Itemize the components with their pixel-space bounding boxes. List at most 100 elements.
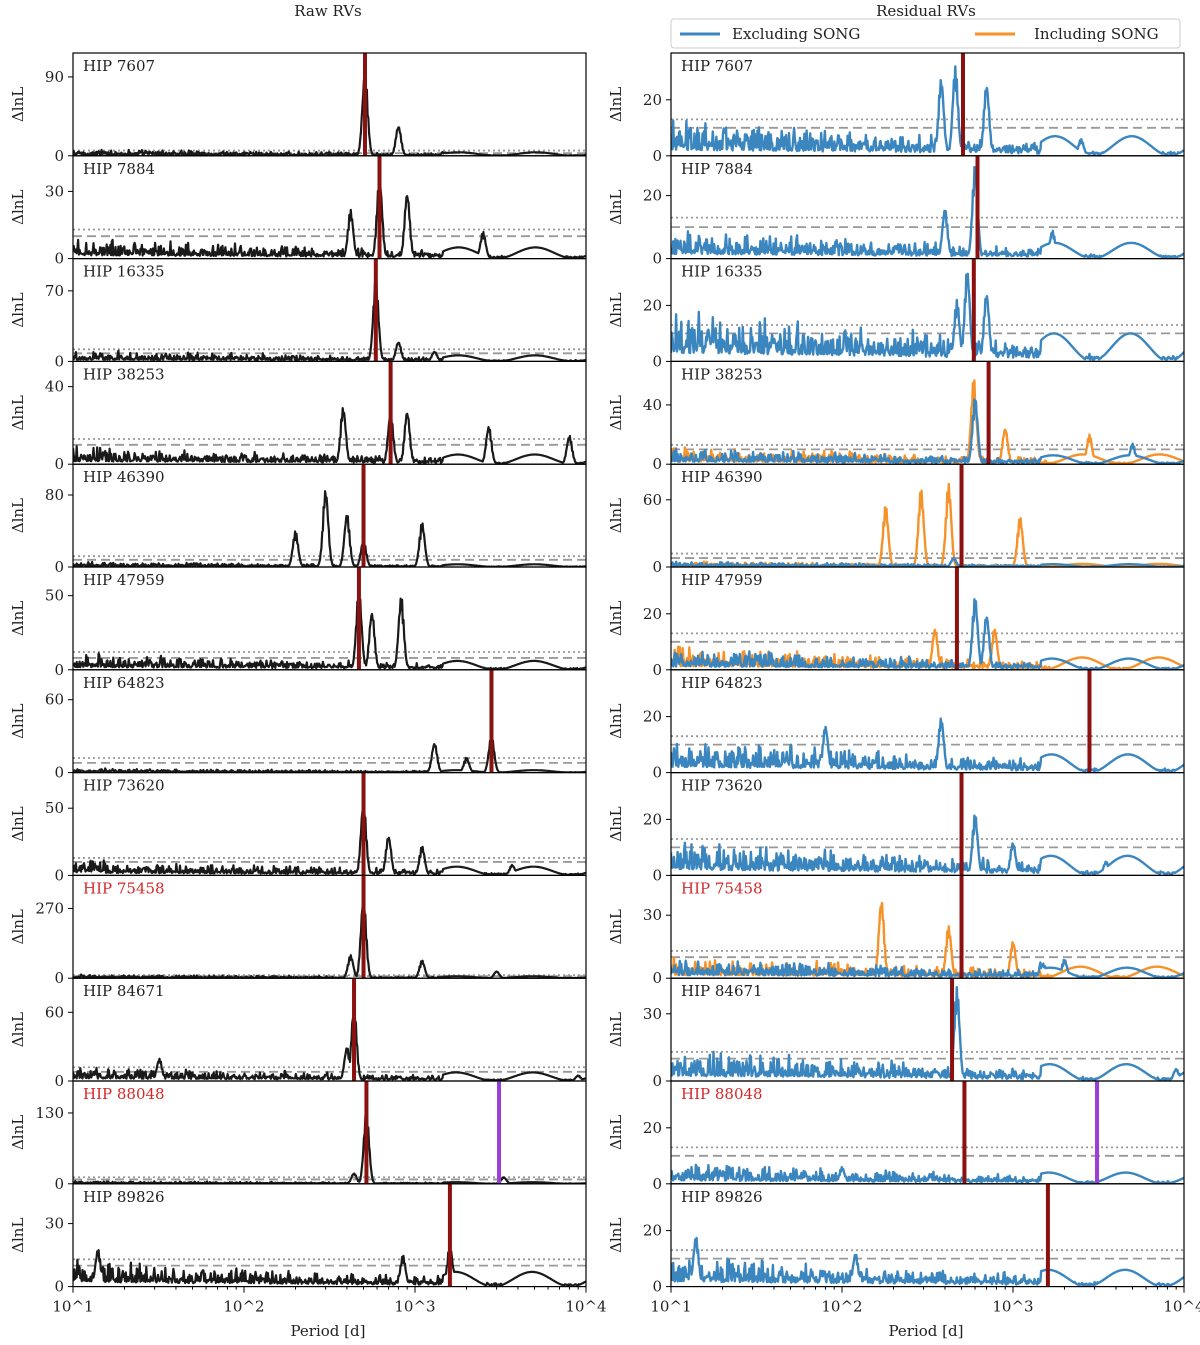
star-name-label: HIP 7607 [83,57,155,75]
y-tick-label: 20 [643,1119,662,1137]
star-name-label: HIP 7884 [681,160,753,178]
y-tick-label: 20 [643,1222,662,1240]
x-tick-label: 10^2 [223,1298,264,1316]
y-tick-label: 270 [35,899,64,917]
panel-plot-area [73,1183,586,1287]
raw-rv-periodogram-line [73,178,586,259]
star-name-label: HIP 16335 [83,263,165,281]
panel-residual-hip-7884: 0 20 ΔlnL HIP 7884 [607,155,1185,268]
x-tick-label: 10^4 [1163,1298,1200,1316]
panel-residual-hip-75458: 0 30 ΔlnL HIP 75458 [607,874,1185,987]
panel-frame [670,1183,1185,1288]
raw-rvs-title: Raw RVs [294,2,361,20]
panel-plot-area [73,155,586,259]
y-tick-label: 0 [54,250,64,268]
panel-plot-area [671,772,1184,876]
raw-rv-periodogram-line [73,1110,586,1184]
panel-raw-hip-84671: 0 60 ΔlnL HIP 84671 [9,977,587,1090]
y-tick-label: 0 [54,147,64,165]
y-tick-label: 40 [643,396,662,414]
y-axis-label: ΔlnL [9,1218,27,1253]
x-tick-label: 10^4 [565,1298,606,1316]
y-tick-label: 0 [54,1072,64,1090]
y-tick-label: 20 [643,605,662,623]
star-name-label: HIP 84671 [83,982,165,1000]
panel-plot-area [671,361,1184,465]
raw-rv-periodogram-line [73,407,586,465]
y-tick-label: 30 [45,182,64,200]
including-song-line [671,901,1184,979]
panel-raw-hip-64823: 0 60 ΔlnL HIP 64823 [9,669,587,782]
y-tick-label: 80 [45,486,64,504]
y-tick-label: 30 [45,1215,64,1233]
legend-excluding-label: Excluding SONG [732,25,860,43]
y-tick-label: 20 [643,91,662,109]
y-axis-label: ΔlnL [9,1012,27,1047]
panel-plot-area [73,567,586,670]
panel-residual-hip-73620: 0 20 ΔlnL HIP 73620 [607,771,1185,884]
y-tick-label: 0 [54,558,64,576]
y-tick-label: 0 [652,352,662,370]
panel-plot-area [73,772,586,876]
y-axis-label: ΔlnL [607,1115,625,1150]
star-name-label: HIP 88048 [681,1085,763,1103]
y-tick-label: 0 [54,1175,64,1193]
excluding-song-line [671,717,1184,773]
star-name-label: HIP 75458 [681,879,763,897]
y-axis-label: ΔlnL [607,87,625,122]
y-tick-label: 0 [652,1072,662,1090]
y-axis-label: ΔlnL [9,909,27,944]
panel-raw-hip-38253: 0 40 ΔlnL HIP 38253 [9,360,587,473]
y-tick-label: 60 [45,1003,64,1021]
panel-plot-area [671,669,1184,773]
x-tick-label: 10^3 [992,1298,1033,1316]
excluding-song-line [671,958,1184,979]
y-axis-label: ΔlnL [607,1012,625,1047]
star-name-label: HIP 38253 [681,365,763,383]
panel-residual-hip-38253: 0 40 ΔlnL HIP 38253 [607,360,1185,473]
panel-raw-hip-7607: 0 90 ΔlnL HIP 7607 [9,52,587,165]
panel-raw-hip-16335: 0 70 ΔlnL HIP 16335 [9,258,587,370]
panel-plot-area [671,978,1184,1082]
y-axis-label: ΔlnL [9,292,27,327]
y-tick-label: 0 [54,764,64,782]
excluding-song-line [671,1163,1184,1184]
x-axis-label-left: Period [d] [291,1322,366,1340]
y-tick-label: 20 [643,810,662,828]
y-tick-label: 0 [54,455,64,473]
star-name-label: HIP 47959 [681,571,763,589]
star-name-label: HIP 84671 [681,982,763,1000]
raw-rv-periodogram-line [73,898,586,979]
panel-residual-hip-88048: 0 20 ΔlnL HIP 88048 [607,1080,1185,1193]
y-axis-label: ΔlnL [607,292,625,327]
y-tick-label: 0 [54,661,64,679]
y-tick-label: 40 [45,378,64,396]
raw-rv-periodogram-line [73,1008,586,1082]
y-axis-label: ΔlnL [607,601,625,636]
panel-residual-hip-7607: 0 20 ΔlnL HIP 7607 [607,52,1185,165]
star-name-label: HIP 88048 [83,1085,165,1103]
panel-frame [72,1183,587,1288]
star-name-label: HIP 46390 [83,468,165,486]
y-tick-label: 0 [54,1278,64,1296]
y-axis-label: ΔlnL [607,704,625,739]
star-name-label: HIP 47959 [83,571,165,589]
raw-rv-periodogram-line [73,71,586,156]
y-tick-label: 0 [54,866,64,884]
panel-residual-hip-47959: 0 20 ΔlnL HIP 47959 [607,566,1185,679]
y-tick-label: 90 [45,68,64,86]
y-tick-label: 0 [54,352,64,370]
y-axis-label: ΔlnL [9,704,27,739]
excluding-song-line [671,1236,1184,1287]
excluding-song-line [671,272,1184,362]
y-axis-label: ΔlnL [9,87,27,122]
y-axis-label: ΔlnL [607,190,625,225]
excluding-song-line [671,398,1184,465]
panel-raw-hip-7884: 0 30 ΔlnL HIP 7884 [9,155,587,268]
y-axis-label: ΔlnL [9,601,27,636]
y-tick-label: 0 [652,455,662,473]
y-tick-label: 0 [652,147,662,165]
panel-residual-hip-84671: 0 30 ΔlnL HIP 84671 [607,977,1185,1090]
panel-raw-hip-89826: 0 30 ΔlnL HIP 89826 10^1 10^2 10^3 10^4 [9,1183,607,1316]
